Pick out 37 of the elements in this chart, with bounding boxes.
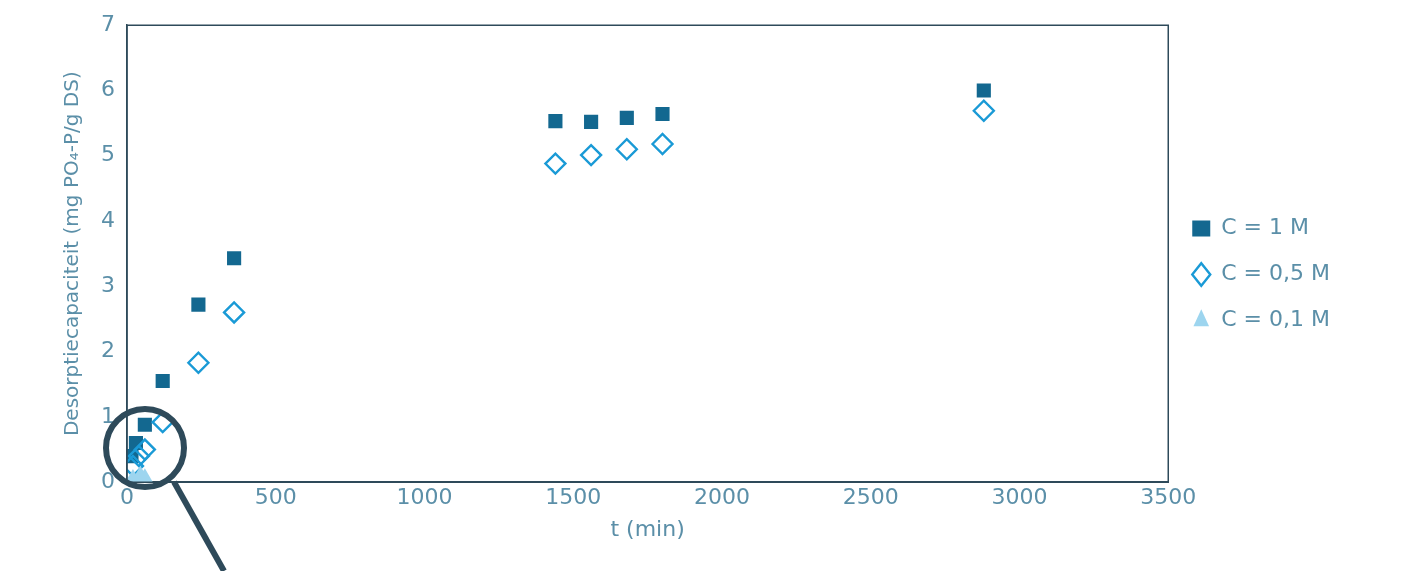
point <box>222 301 246 324</box>
point <box>584 114 599 129</box>
x-tick-label: 3500 <box>1140 484 1197 510</box>
point <box>548 114 563 129</box>
y-tick-label: 2 <box>101 337 115 363</box>
point <box>137 417 152 432</box>
point <box>227 251 242 266</box>
point <box>544 152 567 175</box>
point <box>976 83 991 98</box>
point <box>579 143 603 167</box>
x-tick-label: 2500 <box>842 484 899 510</box>
point <box>187 351 210 374</box>
point <box>651 132 674 156</box>
point <box>655 106 670 122</box>
point <box>615 138 638 161</box>
legend-label: C = 1 M <box>1221 214 1310 240</box>
y-tick-label: 7 <box>101 10 115 36</box>
x-tick-label: 1000 <box>396 484 453 510</box>
y-tick-label: 6 <box>101 76 115 102</box>
x-tick-label: 0 <box>120 484 134 510</box>
legend-label: C = 0,1 M <box>1221 306 1331 332</box>
x-tick-label: 3000 <box>991 484 1048 510</box>
x-tick-label: 2000 <box>694 484 750 510</box>
y-tick-label: 1 <box>101 402 115 428</box>
x-axis-title: t (min) <box>610 515 685 541</box>
y-tick-label: 3 <box>101 272 115 298</box>
point <box>191 297 206 312</box>
y-tick-label: 4 <box>101 206 115 232</box>
x-tick-label: 500 <box>254 484 297 510</box>
point <box>619 110 634 125</box>
y-tick-label: 5 <box>101 141 115 167</box>
legend-label: C = 0,5 M <box>1221 260 1331 286</box>
x-tick-label: 1500 <box>545 484 602 510</box>
point <box>972 99 996 122</box>
y-tick-label: 0 <box>101 467 115 493</box>
y-axis-title: Desorptiecapaciteit (mg PO₄-P/g DS) <box>59 71 84 437</box>
point <box>155 373 170 389</box>
